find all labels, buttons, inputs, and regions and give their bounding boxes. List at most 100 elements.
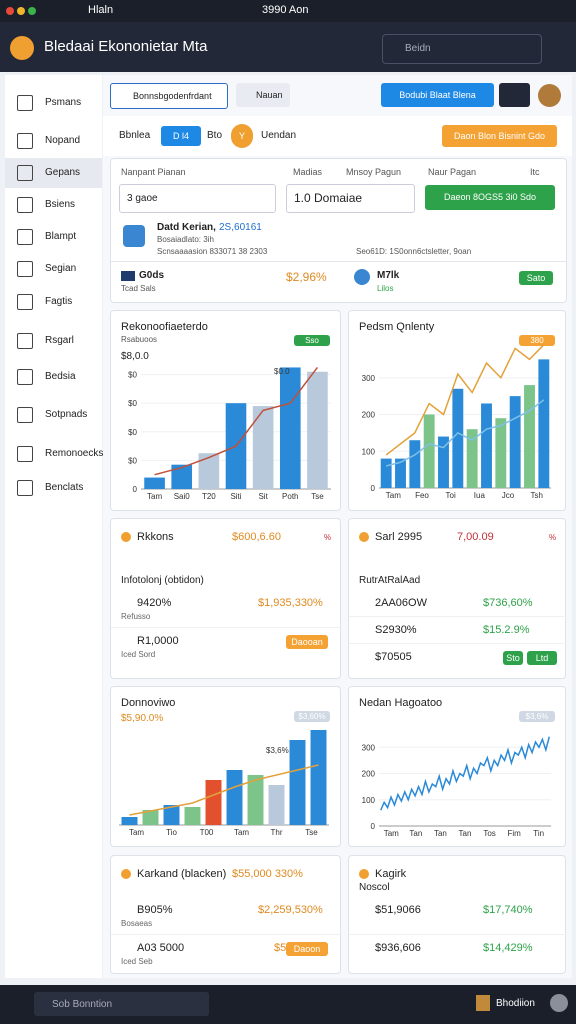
- card-unit: %: [549, 533, 557, 542]
- tab-label: Uendan: [261, 130, 297, 141]
- row-label: R1,0000: [137, 635, 179, 647]
- row-sub: Refusso: [121, 612, 151, 621]
- row-sub: Bosaeas: [121, 919, 153, 928]
- card-subtitle: Infotolonj (obtidon): [121, 575, 204, 586]
- row-label: $936,606: [375, 942, 421, 954]
- row-button[interactable]: Daooan: [286, 635, 328, 649]
- x-tick-label: Tam: [129, 828, 144, 837]
- chart-card: Pedsm Qnlenty 380 0 100 200 300 Tam Feo Toi Iua Jc…: [348, 310, 566, 511]
- y-tick-label: 0: [133, 485, 138, 494]
- filter-label: Naur Pagan: [428, 167, 477, 177]
- stat-value: $2,96%: [286, 270, 327, 284]
- bottom-search[interactable]: Sob Bonntion: [34, 992, 209, 1016]
- nav-icon: [17, 294, 33, 310]
- bar: [163, 805, 180, 825]
- bar: [409, 440, 421, 488]
- nav-icon: [17, 261, 33, 277]
- filter-button[interactable]: Daeon 8OGS5 3i0 Sdo: [425, 185, 555, 210]
- row-button[interactable]: Ltd: [527, 651, 557, 665]
- filter-card: Nanpant Pianan Madias Mnsoy Pagun Naur Paga…: [110, 158, 567, 303]
- chart-note: $0.0: [274, 367, 290, 376]
- card-title: Sarl 2995: [375, 531, 423, 543]
- avatar[interactable]: [550, 994, 568, 1012]
- card-icon: [121, 532, 131, 542]
- divider: [111, 627, 342, 628]
- x-tick-label: Tan: [434, 829, 447, 838]
- info-card: Kagirk Noscol $51,9066 $17,740% $936,606 $14,…: [348, 855, 567, 974]
- x-tick-label: Jco: [502, 491, 515, 500]
- y-tick-label: 0: [371, 484, 376, 493]
- row-label: $51,9066: [375, 904, 421, 916]
- x-tick-label: Feo: [415, 491, 429, 500]
- card-subtitle: RutrAtRalAad: [359, 575, 421, 586]
- toolbar-search-text: Bonnsbgodenfrdant: [133, 91, 212, 101]
- x-tick-label: Tan: [459, 829, 472, 838]
- line-series: [380, 736, 551, 811]
- toolbar-button-text: Nauan: [256, 90, 283, 100]
- row-label: A03 5000: [137, 942, 185, 954]
- tab-action[interactable]: Daon Blon Bisnint Gdo: [442, 125, 557, 147]
- x-tick-label: Siti: [230, 492, 241, 501]
- row-label: 9420%: [137, 597, 172, 609]
- chart-badge[interactable]: $3,60%: [294, 711, 330, 722]
- x-tick-label: Tse: [305, 828, 318, 837]
- primary-button[interactable]: Bodubi Blaat Blena: [381, 83, 494, 107]
- summary-sub: Scnsaaaasion 833071 38 2303: [157, 247, 268, 256]
- active-bg: [5, 158, 102, 188]
- nav-item: Fagtis: [45, 296, 73, 307]
- row-button[interactable]: Daoon: [286, 942, 328, 956]
- y-tick-label: 200: [362, 770, 376, 779]
- x-tick-label: T00: [200, 828, 214, 837]
- chart-badge[interactable]: 380: [519, 335, 555, 346]
- line-series: [129, 764, 319, 816]
- chart-badge[interactable]: $3,6%: [519, 711, 555, 722]
- nav-icon: [17, 369, 33, 385]
- avatar[interactable]: [538, 84, 561, 107]
- x-tick-label: Toi: [446, 491, 456, 500]
- x-tick-label: Fim: [507, 829, 521, 838]
- chart-badge[interactable]: Sso: [294, 335, 330, 346]
- bar: [481, 403, 492, 488]
- row-value: $736,60%: [483, 597, 533, 609]
- toolbar-button[interactable]: Nauan: [236, 83, 290, 107]
- x-tick-label: Tam: [384, 829, 399, 838]
- chart: 0 $0 $0 $0 $0 Tam Sai0 T20 Siti Sit Poth Tse $0.0: [128, 366, 331, 501]
- card-unit: %: [324, 533, 332, 542]
- info-card: Sarl 2995 7,00.09% RutrAtRalAad 2AA06OW $736…: [348, 518, 567, 679]
- tab[interactable]: Y: [231, 124, 253, 148]
- tab[interactable]: D l4: [161, 126, 201, 146]
- status-time: 3990 Aon: [262, 4, 309, 16]
- nav-icon: [17, 229, 33, 245]
- bar: [205, 780, 222, 825]
- info-card: Rkkons $600,6.60% Infotolonj (obtidon) 9420…: [110, 518, 342, 679]
- bar: [307, 371, 328, 489]
- icon: [476, 995, 490, 1011]
- x-tick-label: Tin: [533, 829, 544, 838]
- filter-label: Nanpant Pianan: [121, 167, 186, 177]
- line-series: [385, 399, 545, 467]
- row-label: 2AA06OW: [375, 597, 427, 609]
- toolbar-search[interactable]: Bonnsbgodenfrdant: [110, 83, 228, 109]
- stat-badge[interactable]: Sato: [519, 271, 553, 285]
- x-tick-label: Tse: [311, 492, 324, 501]
- chart: 0 100 200 300 Tam Feo Toi Iua Jco Tsh: [362, 344, 551, 500]
- x-tick-label: Tam: [234, 828, 249, 837]
- search-box[interactable]: Beidn: [382, 34, 542, 64]
- x-tick-label: Tos: [483, 829, 495, 838]
- chart-subtitle: Rsabuoos: [121, 335, 158, 344]
- chart-value: $5,90.0%: [121, 713, 164, 724]
- bar: [509, 396, 521, 488]
- row-button[interactable]: Sto: [503, 651, 523, 665]
- filter-label: Itc: [530, 167, 540, 177]
- row-sub: Iced Seb: [121, 957, 153, 966]
- y-tick-label: 300: [362, 374, 376, 383]
- icon-button[interactable]: [499, 83, 530, 107]
- y-tick-label: $0: [128, 399, 137, 408]
- stat-sub: Lilos: [377, 284, 394, 293]
- chart-title: Pedsm Qnlenty: [359, 321, 435, 333]
- bar: [121, 817, 138, 825]
- row-value: $17,740%: [483, 904, 533, 916]
- stat-icon: [354, 269, 370, 285]
- row-value: $5: [274, 942, 287, 954]
- nav-item: Sotpnads: [45, 409, 88, 420]
